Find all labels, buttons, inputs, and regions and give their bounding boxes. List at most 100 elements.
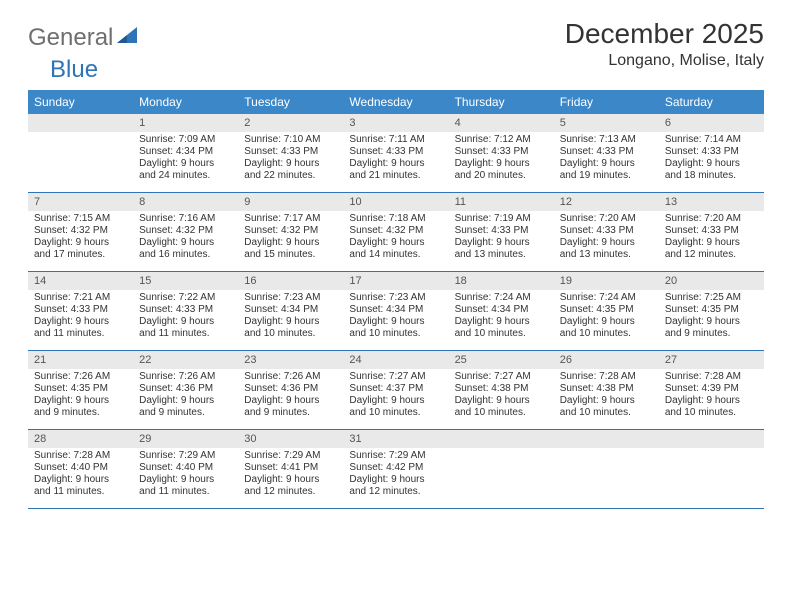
day-number: 6 — [659, 114, 764, 132]
day-line: Sunrise: 7:25 AM — [665, 292, 758, 304]
day-body: Sunrise: 7:20 AMSunset: 4:33 PMDaylight:… — [659, 211, 764, 271]
day-line: Daylight: 9 hours — [665, 316, 758, 328]
day-line: Sunset: 4:33 PM — [455, 146, 548, 158]
calendar-cell: 17Sunrise: 7:23 AMSunset: 4:34 PMDayligh… — [343, 272, 448, 351]
calendar-cell: 8Sunrise: 7:16 AMSunset: 4:32 PMDaylight… — [133, 193, 238, 272]
day-line: and 10 minutes. — [244, 328, 337, 340]
day-body: Sunrise: 7:21 AMSunset: 4:33 PMDaylight:… — [28, 290, 133, 350]
calendar-cell: 25Sunrise: 7:27 AMSunset: 4:38 PMDayligh… — [449, 351, 554, 430]
day-body: Sunrise: 7:15 AMSunset: 4:32 PMDaylight:… — [28, 211, 133, 271]
logo-word1: General — [28, 24, 113, 52]
day-line: Sunset: 4:35 PM — [34, 383, 127, 395]
day-number: 8 — [133, 193, 238, 211]
day-line: Sunset: 4:33 PM — [665, 146, 758, 158]
day-body: Sunrise: 7:12 AMSunset: 4:33 PMDaylight:… — [449, 132, 554, 192]
calendar-cell: 21Sunrise: 7:26 AMSunset: 4:35 PMDayligh… — [28, 351, 133, 430]
day-number: 15 — [133, 272, 238, 290]
calendar-cell: 14Sunrise: 7:21 AMSunset: 4:33 PMDayligh… — [28, 272, 133, 351]
day-number: 4 — [449, 114, 554, 132]
day-line: and 12 minutes. — [349, 486, 442, 498]
day-line: Daylight: 9 hours — [455, 237, 548, 249]
day-line: and 10 minutes. — [560, 328, 653, 340]
day-line: Sunrise: 7:20 AM — [560, 213, 653, 225]
day-line: Daylight: 9 hours — [34, 474, 127, 486]
day-line: and 13 minutes. — [560, 249, 653, 261]
day-number: 29 — [133, 430, 238, 448]
day-line: Sunset: 4:34 PM — [455, 304, 548, 316]
day-line: Sunrise: 7:23 AM — [244, 292, 337, 304]
day-number: 1 — [133, 114, 238, 132]
day-number: 22 — [133, 351, 238, 369]
day-line: Sunrise: 7:29 AM — [139, 450, 232, 462]
day-line: and 19 minutes. — [560, 170, 653, 182]
day-line: and 9 minutes. — [139, 407, 232, 419]
day-line: and 11 minutes. — [139, 486, 232, 498]
day-line: Sunrise: 7:14 AM — [665, 134, 758, 146]
day-number — [449, 430, 554, 448]
day-line: and 10 minutes. — [455, 407, 548, 419]
day-line: Daylight: 9 hours — [349, 237, 442, 249]
day-line: and 24 minutes. — [139, 170, 232, 182]
day-line: Sunset: 4:36 PM — [139, 383, 232, 395]
day-line: Daylight: 9 hours — [139, 316, 232, 328]
day-line: Daylight: 9 hours — [455, 158, 548, 170]
day-line: and 12 minutes. — [244, 486, 337, 498]
calendar-cell: 28Sunrise: 7:28 AMSunset: 4:40 PMDayligh… — [28, 430, 133, 509]
calendar-cell: 19Sunrise: 7:24 AMSunset: 4:35 PMDayligh… — [554, 272, 659, 351]
day-line: Sunrise: 7:13 AM — [560, 134, 653, 146]
day-line: and 20 minutes. — [455, 170, 548, 182]
calendar-week-row: 21Sunrise: 7:26 AMSunset: 4:35 PMDayligh… — [28, 351, 764, 430]
day-body: Sunrise: 7:19 AMSunset: 4:33 PMDaylight:… — [449, 211, 554, 271]
day-line: Sunrise: 7:26 AM — [34, 371, 127, 383]
day-line: Sunset: 4:40 PM — [34, 462, 127, 474]
day-body: Sunrise: 7:28 AMSunset: 4:38 PMDaylight:… — [554, 369, 659, 429]
day-header: Saturday — [659, 90, 764, 114]
calendar-week-row: 14Sunrise: 7:21 AMSunset: 4:33 PMDayligh… — [28, 272, 764, 351]
day-body — [659, 448, 764, 508]
day-line: Sunrise: 7:28 AM — [34, 450, 127, 462]
day-line: Sunset: 4:33 PM — [560, 146, 653, 158]
day-line: Sunset: 4:33 PM — [244, 146, 337, 158]
day-body: Sunrise: 7:24 AMSunset: 4:34 PMDaylight:… — [449, 290, 554, 350]
day-number: 11 — [449, 193, 554, 211]
day-number: 3 — [343, 114, 448, 132]
day-number: 30 — [238, 430, 343, 448]
day-line: and 15 minutes. — [244, 249, 337, 261]
calendar-week-row: 7Sunrise: 7:15 AMSunset: 4:32 PMDaylight… — [28, 193, 764, 272]
day-number: 13 — [659, 193, 764, 211]
day-body: Sunrise: 7:17 AMSunset: 4:32 PMDaylight:… — [238, 211, 343, 271]
day-line: Sunrise: 7:24 AM — [560, 292, 653, 304]
day-line: Sunset: 4:32 PM — [34, 225, 127, 237]
day-number: 2 — [238, 114, 343, 132]
calendar-week-row: 1Sunrise: 7:09 AMSunset: 4:34 PMDaylight… — [28, 114, 764, 193]
day-number: 9 — [238, 193, 343, 211]
day-body — [554, 448, 659, 508]
day-line: Daylight: 9 hours — [665, 158, 758, 170]
logo-word2: Blue — [50, 56, 98, 84]
day-body: Sunrise: 7:10 AMSunset: 4:33 PMDaylight:… — [238, 132, 343, 192]
day-number — [659, 430, 764, 448]
day-body: Sunrise: 7:23 AMSunset: 4:34 PMDaylight:… — [238, 290, 343, 350]
day-line: Daylight: 9 hours — [349, 158, 442, 170]
day-number: 17 — [343, 272, 448, 290]
day-line: Sunrise: 7:17 AM — [244, 213, 337, 225]
day-line: Sunset: 4:36 PM — [244, 383, 337, 395]
day-line: Sunset: 4:34 PM — [349, 304, 442, 316]
day-line: Sunset: 4:37 PM — [349, 383, 442, 395]
day-body — [449, 448, 554, 508]
day-header: Sunday — [28, 90, 133, 114]
day-number: 18 — [449, 272, 554, 290]
day-line: Sunset: 4:35 PM — [560, 304, 653, 316]
day-line: Daylight: 9 hours — [244, 395, 337, 407]
calendar-cell: 2Sunrise: 7:10 AMSunset: 4:33 PMDaylight… — [238, 114, 343, 193]
day-line: and 9 minutes. — [244, 407, 337, 419]
logo-sail-icon — [117, 27, 139, 50]
day-body: Sunrise: 7:22 AMSunset: 4:33 PMDaylight:… — [133, 290, 238, 350]
day-line: Daylight: 9 hours — [34, 237, 127, 249]
day-number: 7 — [28, 193, 133, 211]
day-line: Sunset: 4:33 PM — [665, 225, 758, 237]
day-line: Sunset: 4:32 PM — [244, 225, 337, 237]
day-line: Sunrise: 7:28 AM — [560, 371, 653, 383]
day-number: 25 — [449, 351, 554, 369]
day-body: Sunrise: 7:29 AMSunset: 4:40 PMDaylight:… — [133, 448, 238, 508]
